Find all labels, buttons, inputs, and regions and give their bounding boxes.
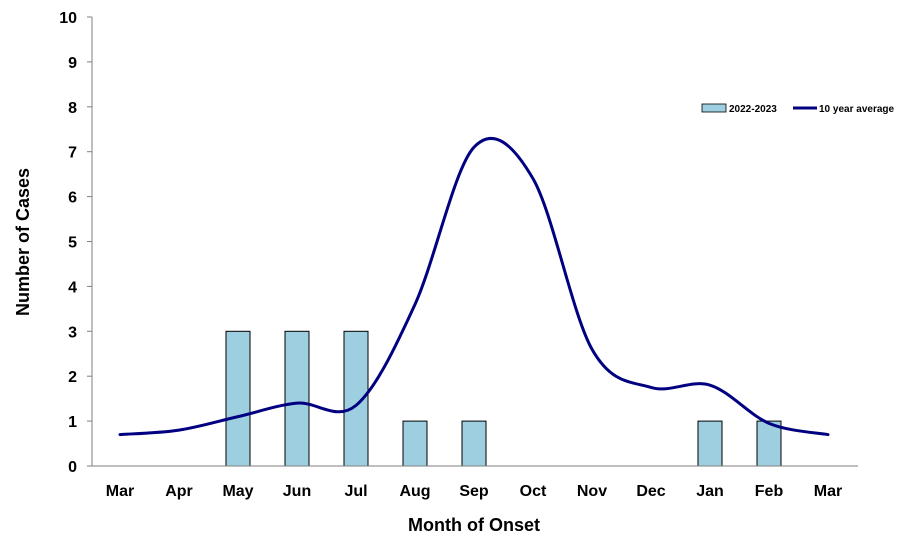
bar-jan-10: [697, 420, 723, 467]
line-group: [118, 136, 830, 437]
bar-may-2: [225, 330, 251, 467]
y-tick-label: 1: [68, 414, 77, 431]
y-tick-label: 0: [68, 459, 77, 476]
bars-group: [225, 330, 782, 467]
axes-group: [91, 17, 858, 467]
x-tick-label: Jun: [283, 483, 311, 500]
legend-swatch-bar: [701, 103, 727, 113]
x-tick-label: Dec: [636, 483, 665, 500]
y-axis-title: Number of Cases: [13, 168, 33, 316]
x-tick-label: Mar: [814, 483, 842, 500]
y-tick-label: 7: [68, 145, 77, 162]
bar-feb-11: [756, 420, 782, 467]
y-tick-label: 3: [68, 324, 77, 341]
bar-aug-5: [402, 420, 428, 467]
x-tick-label: Mar: [106, 483, 134, 500]
y-tick-label: 4: [68, 279, 77, 296]
x-tick-label: Feb: [755, 483, 784, 500]
legend-label-bar: 2022-2023: [729, 104, 777, 115]
x-axis-title: Month of Onset: [408, 515, 540, 535]
x-tick-label: Jan: [696, 483, 724, 500]
y-tick-label: 9: [68, 55, 77, 72]
x-tick-label: Sep: [459, 483, 489, 500]
x-tick-label: Aug: [399, 483, 430, 500]
x-tick-label: Oct: [520, 483, 547, 500]
bar-jun-3: [284, 330, 310, 467]
x-ticks-group: Mar Apr May Jun Jul Aug Sep Oct Nov Dec Jan Feb Mar: [106, 483, 842, 500]
x-tick-label: May: [222, 483, 253, 500]
x-tick-label: Jul: [344, 483, 367, 500]
legend-label-line: 10 year average: [819, 104, 895, 115]
bar-sep-6: [461, 420, 487, 467]
y-tick-label: 5: [68, 235, 77, 252]
y-tick-label: 2: [68, 369, 77, 386]
legend: 2022-2023 10 year average: [701, 103, 895, 115]
ten-year-average-line: [118, 136, 830, 437]
x-tick-label: Apr: [165, 483, 193, 500]
y-tick-label: 10: [59, 10, 77, 27]
x-tick-label: Nov: [577, 483, 607, 500]
y-tick-label: 6: [68, 190, 77, 207]
y-tick-label: 8: [68, 100, 77, 117]
y-ticks-group: 0 1 2 3 4 5 6 7 8 9 10: [59, 10, 92, 476]
